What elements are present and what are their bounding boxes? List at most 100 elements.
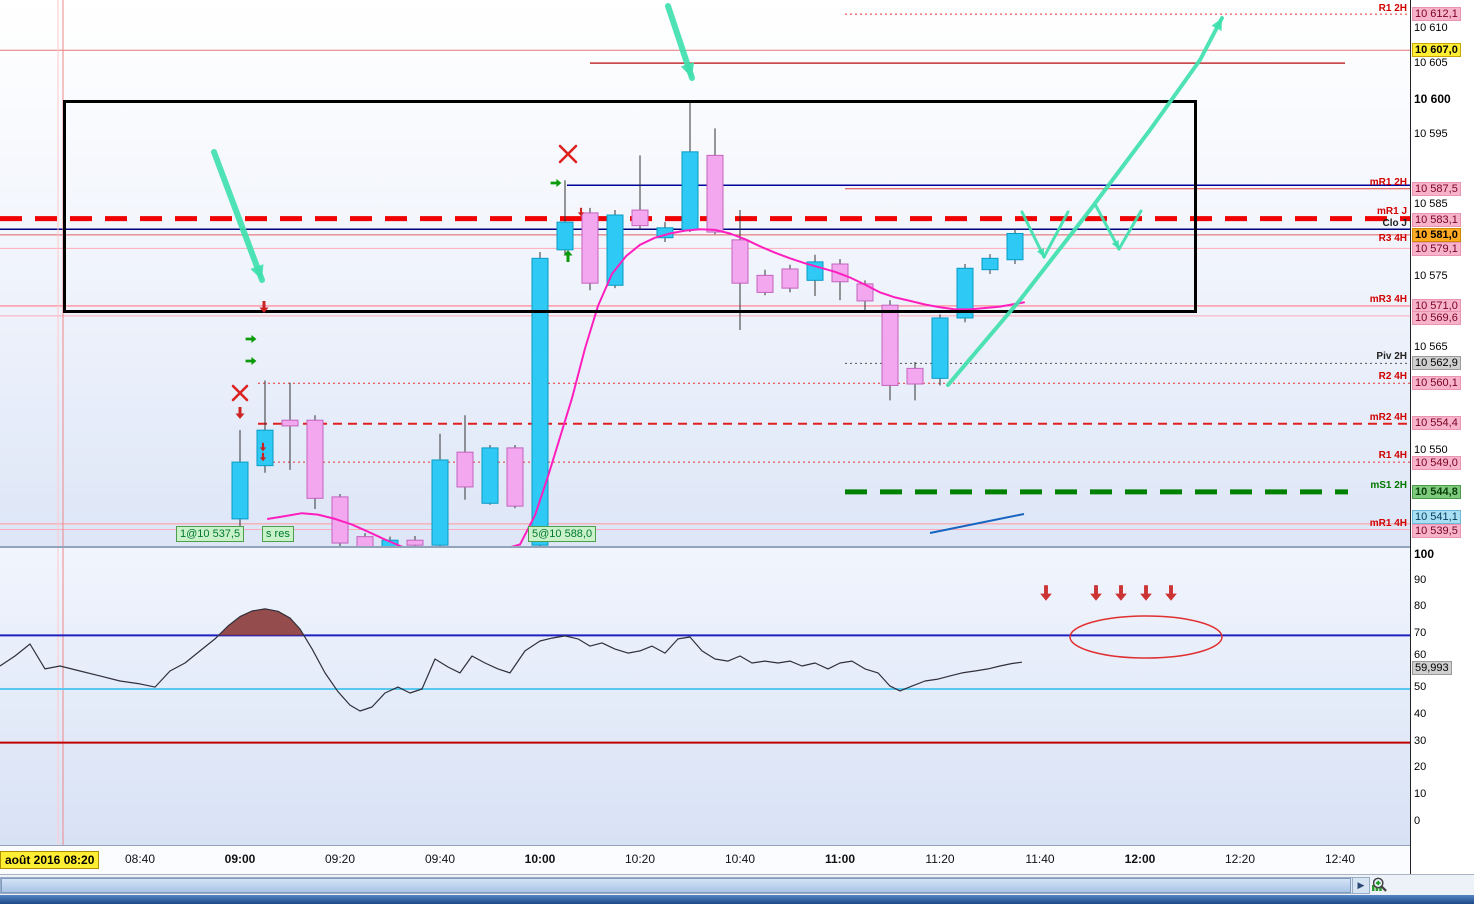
- arrow-head: [250, 264, 264, 280]
- candle-10:25: [656, 222, 674, 242]
- alert-ellipse-annotation: [1069, 615, 1223, 659]
- time-axis[interactable]: août 2016 08:20 08:40 09:00 09:20 09:40 10:0…: [0, 846, 1410, 874]
- arrow-shaft: [1042, 210, 1070, 259]
- candle-09:55: [506, 445, 524, 509]
- line: [558, 144, 578, 164]
- candle-body: [556, 221, 574, 251]
- candle-body: [431, 459, 449, 546]
- ma-line: [267, 228, 1025, 546]
- price-scale-label: 80: [1414, 600, 1427, 612]
- candle-11:15: [906, 361, 924, 401]
- rect: [1169, 585, 1173, 595]
- candle-body: [356, 536, 374, 546]
- rect: [261, 452, 265, 458]
- rsi-canvas[interactable]: [0, 548, 1410, 845]
- price-scale-label: 10 612,1: [1412, 7, 1461, 21]
- price-scale-label: 40: [1414, 708, 1427, 720]
- candle-body: [1006, 232, 1024, 261]
- candle-body: [956, 267, 974, 319]
- candle-09:35: [406, 535, 424, 546]
- main-chart-canvas[interactable]: [0, 0, 1410, 546]
- arrow-head: [680, 62, 695, 78]
- candle-body: [681, 151, 699, 231]
- price-scale-label: 10 583,1: [1412, 213, 1461, 227]
- time-tick-label: 11:00: [824, 852, 856, 866]
- rsi-overbought-fill: [218, 608, 304, 636]
- candle-body: [631, 209, 649, 227]
- signal-right-arrow: [245, 334, 257, 344]
- polygon: [1140, 593, 1152, 601]
- arrow-head: [1036, 248, 1044, 257]
- polygon: [1090, 593, 1102, 601]
- dip-arrow-annotation-2: [1094, 204, 1121, 251]
- time-tick-label: 10:40: [724, 852, 756, 866]
- candle-09:05: [256, 380, 274, 473]
- scroll-right-button[interactable]: ▶: [1352, 878, 1369, 893]
- arrow-shaft: [1020, 210, 1046, 259]
- polygon: [251, 334, 257, 344]
- polygon: [563, 250, 573, 256]
- rect: [1044, 585, 1048, 595]
- price-scale-label: 50: [1414, 681, 1427, 693]
- rsi-indicator-panel[interactable]: [0, 548, 1410, 845]
- rect: [238, 407, 242, 414]
- price-scale-label: 60: [1414, 649, 1427, 661]
- polygon: [1115, 593, 1127, 601]
- price-scale-label: 10 610: [1414, 22, 1448, 34]
- candle-11:00: [831, 259, 849, 301]
- candle-body: [981, 257, 999, 271]
- signal-down-arrow: [259, 301, 269, 313]
- time-tick-label: 11:40: [1025, 852, 1055, 866]
- rect: [245, 337, 252, 341]
- signal-up-arrow: [563, 250, 573, 262]
- line: [231, 384, 249, 402]
- price-chart-panel[interactable]: R1 2H mR1 2H mR1 J Clo J R3 4H mR3 4H Piv 2H R2…: [0, 0, 1410, 546]
- price-scale-label: 10 607,0: [1412, 43, 1461, 57]
- zoom-fit-button[interactable]: [1372, 876, 1420, 895]
- rect: [1119, 585, 1123, 595]
- h-scrollbar[interactable]: ▶: [0, 877, 1370, 894]
- price-scale-label: 10 539,5: [1412, 524, 1461, 538]
- candle-10:45: [756, 269, 774, 296]
- arrow-shaft: [1094, 204, 1121, 251]
- rsi-down-arrow: [1165, 585, 1177, 601]
- price-scale-label: 10 605: [1414, 57, 1448, 69]
- candle-11:10: [881, 300, 899, 401]
- polygon: [259, 457, 267, 462]
- panel-separator[interactable]: [0, 546, 1410, 548]
- candle-11:30: [981, 254, 999, 274]
- polygon: [1040, 593, 1052, 601]
- price-scale-label: 10: [1414, 788, 1427, 800]
- time-tick-label: 09:40: [424, 852, 456, 866]
- time-tick-label: 11:20: [925, 852, 955, 866]
- dip-line-annotation-2: [1117, 209, 1143, 251]
- price-scale[interactable]: 10 612,1 10 610 10 607,0 10 605 10 600 10 595…: [1410, 0, 1474, 874]
- candle-10:10: [581, 207, 599, 291]
- price-scale-label: 10 587,5: [1412, 182, 1461, 196]
- candle-10:55: [806, 254, 824, 296]
- entry-marker-arrow: [550, 178, 562, 188]
- arrow-shaft: [946, 16, 1224, 387]
- scrollbar-row: ▶: [0, 874, 1474, 895]
- rect: [262, 301, 266, 308]
- candle-body: [456, 451, 474, 488]
- arrow-shaft: [211, 149, 265, 283]
- trendline: [929, 513, 1025, 534]
- price-scale-label: 10 579,1: [1412, 242, 1461, 256]
- zoom-out-button[interactable]: [1372, 876, 1446, 895]
- zoom-in-button[interactable]: [1372, 876, 1472, 895]
- price-scale-label: 10 560,1: [1412, 376, 1461, 390]
- arrow-head: [1211, 18, 1222, 31]
- arrow-shaft: [1117, 209, 1143, 251]
- candle-09:40: [431, 433, 449, 546]
- signal-x-mark: [231, 384, 249, 402]
- candle-body: [781, 268, 799, 289]
- price-scale-label: 10 550: [1414, 444, 1448, 456]
- range-box-annotation: [63, 100, 1197, 313]
- price-scale-label: 20: [1414, 761, 1427, 773]
- scrollbar-thumb[interactable]: [1, 878, 1351, 893]
- price-scale-label: 10 581,0: [1412, 228, 1461, 242]
- candle-body: [481, 447, 499, 504]
- polygon: [1165, 593, 1177, 601]
- price-scale-label: 10 554,4: [1412, 416, 1461, 430]
